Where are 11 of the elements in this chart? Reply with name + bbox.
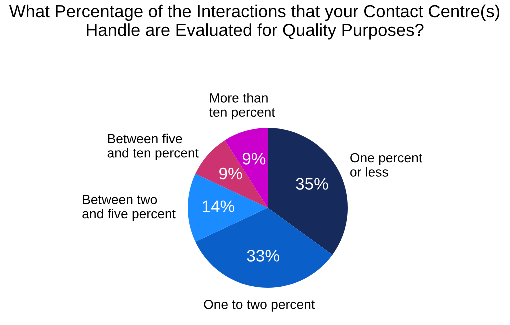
chart-title: What Percentage of the Interactions that your Contact Centre(s) Handle are Evaluated for Quality Purposes?: [10, 4, 500, 40]
slice-label: Between two and five percent: [82, 195, 176, 222]
data-label: 33%: [247, 250, 280, 262]
data-label: 35%: [296, 178, 328, 190]
slice-label: One to two percent: [204, 300, 315, 312]
data-label: 14%: [202, 200, 234, 212]
slice-label: Between five and ten percent: [108, 134, 199, 160]
slice-label: More than ten percent: [210, 93, 276, 120]
data-label: 9%: [220, 168, 242, 180]
data-label: 9%: [242, 153, 266, 165]
slice-label: One percent or less: [350, 153, 422, 177]
